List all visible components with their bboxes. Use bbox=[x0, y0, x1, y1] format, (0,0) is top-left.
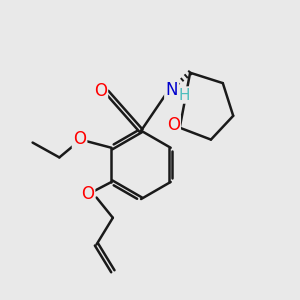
Text: N: N bbox=[165, 81, 178, 99]
Text: O: O bbox=[94, 82, 107, 100]
Text: O: O bbox=[81, 185, 94, 203]
Text: O: O bbox=[73, 130, 86, 148]
Text: O: O bbox=[167, 116, 180, 134]
Text: H: H bbox=[178, 88, 190, 103]
